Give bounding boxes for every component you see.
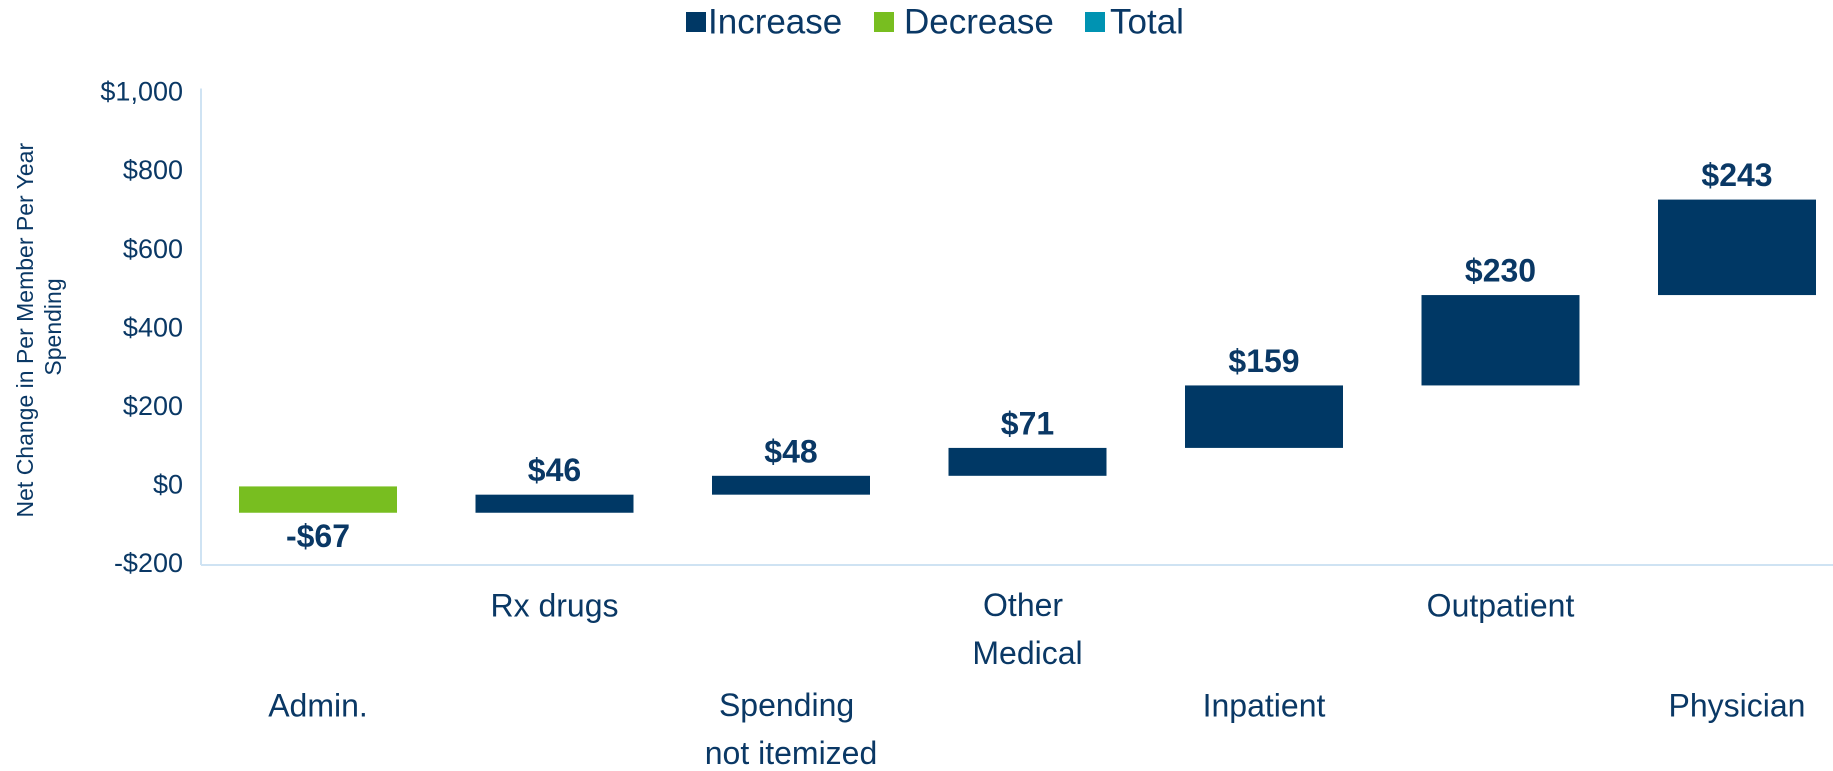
value-label: $230 bbox=[1465, 253, 1536, 289]
value-label: $243 bbox=[1701, 157, 1772, 193]
x-tick-label: Admin. bbox=[268, 687, 368, 723]
x-tick-label: Rx drugs bbox=[490, 587, 618, 623]
y-axis-title: Net Change in Per Member Per Year Spendi… bbox=[12, 137, 66, 518]
legend-swatch bbox=[874, 12, 894, 32]
bar bbox=[475, 494, 634, 513]
bar bbox=[1658, 199, 1816, 296]
y-tick-label: $600 bbox=[123, 234, 183, 264]
bar bbox=[948, 447, 1107, 476]
y-tick-label: $0 bbox=[153, 470, 183, 500]
legend-swatch bbox=[1085, 12, 1105, 32]
bar bbox=[712, 475, 870, 495]
legend-swatch bbox=[686, 12, 706, 32]
y-tick-label: $400 bbox=[123, 312, 183, 342]
x-tick-label: Outpatient bbox=[1427, 587, 1575, 623]
x-tick-label: Spending not itemized bbox=[705, 687, 878, 771]
y-tick-label: -$200 bbox=[114, 548, 183, 578]
bar bbox=[1185, 385, 1343, 448]
y-tick-label: $200 bbox=[123, 391, 183, 421]
x-tick-label: Physician bbox=[1669, 687, 1806, 723]
legend-label: Decrease bbox=[904, 2, 1054, 41]
legend-label: Increase bbox=[708, 2, 842, 41]
bar bbox=[239, 486, 397, 513]
y-tick-label: $1,000 bbox=[100, 77, 183, 107]
value-label: -$67 bbox=[286, 518, 350, 554]
value-label: $71 bbox=[1001, 405, 1054, 441]
value-label: $46 bbox=[528, 452, 581, 488]
x-tick-label: Inpatient bbox=[1203, 687, 1326, 723]
legend-label: Total bbox=[1110, 2, 1184, 41]
value-label: $159 bbox=[1228, 343, 1299, 379]
x-tick-label: Other Medical bbox=[972, 587, 1082, 671]
value-label: $48 bbox=[764, 433, 817, 469]
y-tick-label: $800 bbox=[123, 155, 183, 185]
bar bbox=[1421, 295, 1580, 386]
